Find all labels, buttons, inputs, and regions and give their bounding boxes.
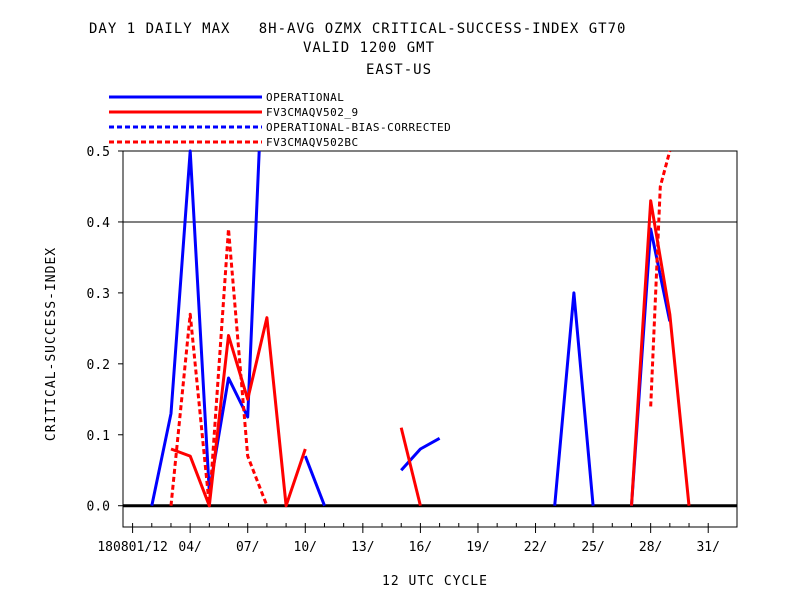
x-tick-label: 16/	[409, 540, 432, 555]
x-tick-label: 28/	[639, 540, 662, 555]
x-tick-label: 25/	[581, 540, 604, 555]
chart-region-label: EAST-US	[366, 62, 433, 78]
plot-frame	[122, 150, 738, 528]
y-tick-label: 0.5	[87, 145, 110, 160]
x-tick-label: 04/	[178, 540, 201, 555]
series-line-fv3cmaqv502_9	[170, 316, 307, 508]
chart-title: DAY 1 DAILY MAX 8H-AVG OZMX CRITICAL-SUC…	[89, 21, 627, 37]
x-tick-label: 31/	[696, 540, 719, 555]
y-tick-label: 0.1	[87, 429, 110, 444]
y-axis-label: CRITICAL-SUCCESS-INDEX	[44, 247, 59, 441]
y-tick-label: 0.4	[87, 216, 111, 231]
legend-label: OPERATIONAL	[266, 91, 344, 104]
series-line-fv3cmaqv502bc	[649, 150, 672, 407]
x-tick-label: 22/	[524, 540, 547, 555]
legend-label: FV3CMAQV502_9	[266, 106, 359, 119]
series-line-operational	[630, 227, 672, 506]
y-tick-label: 0.3	[87, 287, 110, 302]
legend-label: OPERATIONAL-BIAS-CORRECTED	[266, 121, 451, 134]
x-tick-label: 07/	[236, 540, 259, 555]
chart-subtitle: VALID 1200 GMT	[303, 40, 436, 56]
y-tick-label: 0.0	[87, 500, 110, 515]
x-tick-label: 180801/12	[97, 540, 167, 555]
series-line-fv3cmaqv502bc	[169, 227, 269, 508]
series-line-operational	[303, 455, 326, 507]
x-tick-label: 10/	[294, 540, 317, 555]
y-tick-label: 0.2	[87, 358, 110, 373]
series-line-operational	[553, 291, 595, 506]
x-tick-label: 13/	[351, 540, 374, 555]
x-tick-label: 19/	[466, 540, 489, 555]
series-line-fv3cmaqv502_9	[399, 427, 422, 507]
legend-label: FV3CMAQV502BC	[266, 136, 359, 149]
x-axis-label: 12 UTC CYCLE	[382, 574, 488, 589]
series-line-operational	[400, 436, 441, 472]
series-line-fv3cmaqv502_9	[630, 199, 691, 506]
